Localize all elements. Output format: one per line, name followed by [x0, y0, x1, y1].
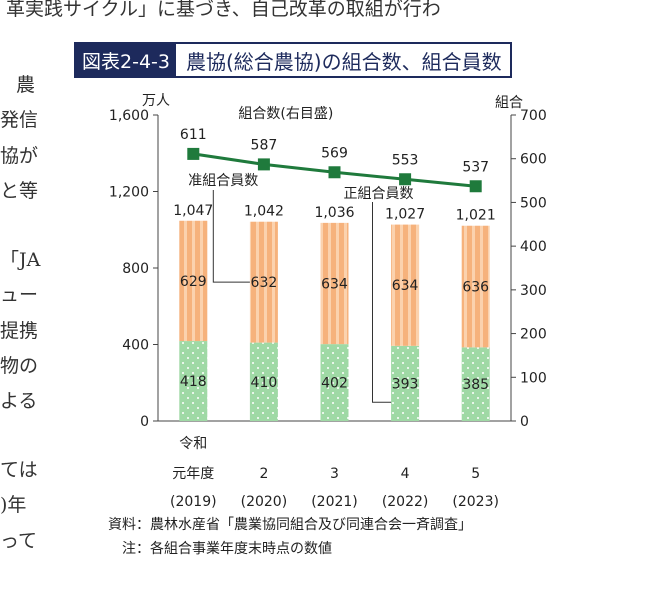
right-tick-label: 600: [520, 152, 547, 168]
right-tick-label: 500: [520, 195, 547, 211]
background-fragment: よる: [0, 390, 38, 412]
bar-label-regular: 418: [180, 374, 207, 390]
right-tick-label: 100: [520, 370, 547, 386]
line-marker: [399, 173, 412, 186]
bar-quasi-members: [320, 222, 349, 345]
line-label: 553: [392, 152, 419, 168]
right-tick-label: 700: [520, 108, 547, 124]
bar-label-total: 1,047: [173, 203, 213, 219]
background-fragment: ュー: [0, 284, 39, 306]
category-label-year: (2019): [170, 494, 217, 510]
figure-caption: 図表2-4-3 農協(総合農協)の組合数、組合員数: [74, 42, 512, 78]
background-fragment: 農: [16, 74, 36, 96]
left-tick-label: 400: [122, 338, 149, 354]
bar-quasi-members: [461, 225, 490, 348]
category-label-year: (2022): [382, 494, 429, 510]
line-label: 587: [251, 137, 278, 153]
bar-label-quasi: 634: [321, 276, 348, 292]
bar-regular-members: [249, 342, 278, 421]
bar-label-quasi: 629: [180, 274, 207, 290]
annotation-regular-label: 正組合員数: [344, 186, 414, 202]
bar-label-quasi: 636: [462, 280, 489, 296]
bar-label-total: 1,027: [385, 207, 425, 223]
background-fragment: 発信: [0, 109, 39, 131]
category-label-year: (2021): [311, 494, 358, 510]
left-tick-label: 800: [122, 261, 149, 277]
background-fragment: 提携: [0, 320, 39, 342]
line-label: 569: [321, 145, 348, 161]
category-label-line2: 3: [330, 466, 339, 482]
category-label-line2: 4: [401, 466, 410, 482]
category-label-year: (2023): [452, 494, 499, 510]
line-marker: [257, 158, 270, 171]
bar-quasi-members: [391, 224, 420, 346]
bar-label-quasi: 634: [392, 278, 419, 294]
bar-quasi-members: [249, 221, 278, 343]
category-label-line2: 2: [259, 466, 268, 482]
category-label-year: (2020): [241, 494, 288, 510]
left-tick-label: 0: [140, 414, 149, 430]
figure-title: 農協(総合農協)の組合数、組合員数: [185, 49, 502, 74]
bar-regular-members: [320, 344, 349, 421]
left-tick-label: 1,600: [109, 108, 149, 124]
background-fragment: と等: [0, 180, 39, 202]
bar-quasi-members: [179, 220, 208, 342]
category-label-line2: 5: [471, 466, 480, 482]
bar-label-total: 1,021: [456, 208, 496, 224]
background-fragment: 「JA: [0, 249, 41, 271]
background-fragment: ては: [0, 459, 38, 481]
leader-line-quasi: [212, 190, 250, 283]
category-label-line2: 元年度: [172, 466, 214, 482]
leader-line-regular: [372, 202, 392, 403]
background-top-line: 革実践サイクル」に基づき、自己改革の取組が行わ: [6, 0, 441, 20]
bar-label-regular: 385: [462, 377, 489, 393]
line-label: 611: [180, 127, 207, 143]
bar-label-total: 1,042: [244, 204, 284, 220]
left-tick-label: 1,200: [109, 185, 149, 201]
annotation-quasi-label: 准組合員数: [188, 173, 258, 189]
bar-label-regular: 410: [251, 375, 278, 391]
bar-regular-members: [461, 347, 490, 421]
background-fragment: )年: [0, 494, 27, 516]
figure-label: 図表2-4-3: [76, 44, 176, 76]
bar-regular-members: [179, 341, 208, 421]
right-tick-label: 300: [520, 283, 547, 299]
left-axis-unit: 万人: [142, 93, 170, 109]
background-fragment: 協が: [0, 145, 39, 167]
annotation-line-label: 組合数(右目盛): [238, 106, 333, 122]
bar-label-total: 1,036: [314, 205, 354, 221]
line-marker: [187, 147, 200, 160]
bar-label-regular: 402: [321, 376, 348, 392]
bar-label-quasi: 632: [251, 275, 278, 291]
source-note: 資料：農林水産省「農業協同組合及び同連合会一斉調査」: [108, 517, 472, 533]
right-tick-label: 400: [520, 239, 547, 255]
right-axis-unit: 組合: [495, 95, 523, 111]
footnote: 注：各組合事業年度末時点の数値: [122, 541, 332, 557]
right-tick-label: 0: [520, 414, 529, 430]
right-tick-label: 200: [520, 327, 547, 343]
category-label-line1: 令和: [179, 436, 207, 452]
background-fragment: って: [0, 530, 38, 552]
bar-regular-members: [391, 345, 420, 421]
line-marker: [469, 180, 482, 193]
bar-label-regular: 393: [392, 376, 419, 392]
background-fragment: 物の: [0, 355, 39, 377]
line-label: 537: [462, 159, 489, 175]
line-marker: [328, 166, 341, 179]
